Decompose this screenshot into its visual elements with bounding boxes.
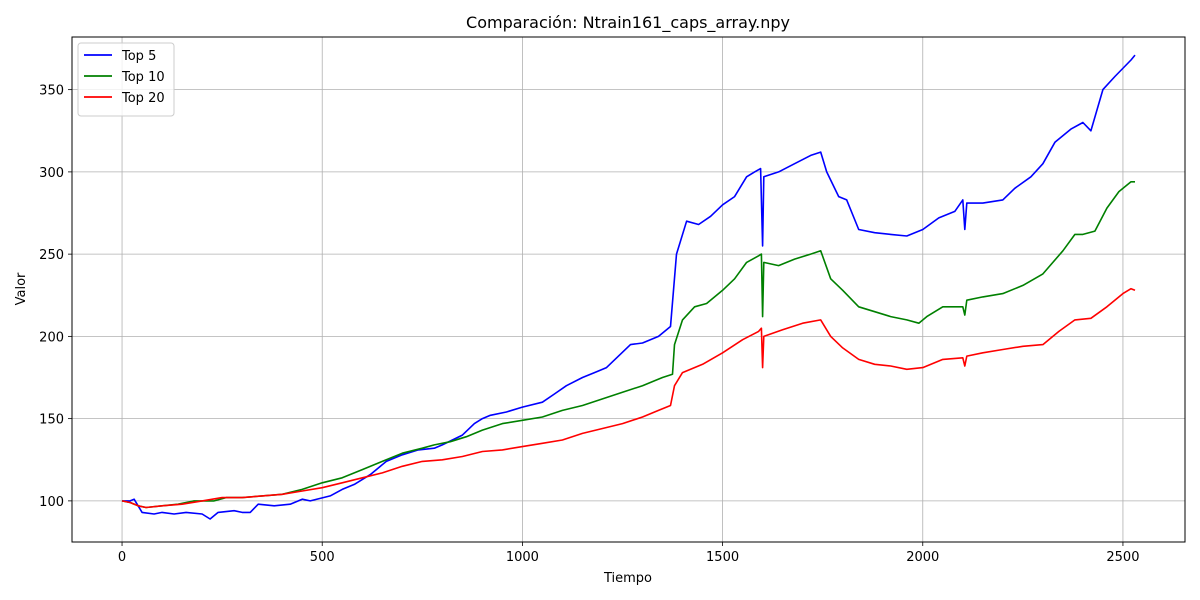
legend-label: Top 20 xyxy=(121,91,165,106)
x-tick-label: 1000 xyxy=(506,550,539,565)
x-tick-label: 500 xyxy=(310,550,335,565)
x-tick-label: 2000 xyxy=(906,550,939,565)
y-tick-label: 250 xyxy=(39,248,64,263)
y-tick-label: 350 xyxy=(39,84,64,99)
axis-ticks: 0 500 1000 1500 2000 2500 100 150 200 250 300 350 xyxy=(39,84,1139,565)
x-tick-label: 0 xyxy=(118,550,126,565)
series-line-top-10 xyxy=(121,181,1135,509)
plot-frame xyxy=(71,36,1186,543)
legend: Top 5 Top 10 Top 20 xyxy=(77,42,175,117)
x-tick-label: 1500 xyxy=(706,550,739,565)
y-tick-label: 150 xyxy=(39,413,64,428)
grid xyxy=(72,37,1185,542)
y-tick-label: 100 xyxy=(39,495,64,510)
y-tick-label: 200 xyxy=(39,330,64,345)
series-lines xyxy=(121,54,1136,520)
series-line-top-20 xyxy=(121,287,1136,509)
series-line-top-5 xyxy=(122,54,1136,520)
chart-title: Comparación: Ntrain161_caps_array.npy xyxy=(466,13,790,33)
x-axis-label: Tiempo xyxy=(603,571,652,586)
y-axis-label: Valor xyxy=(14,272,29,305)
y-tick-label: 300 xyxy=(39,166,64,181)
x-tick-label: 2500 xyxy=(1106,550,1139,565)
legend-label: Top 5 xyxy=(121,49,156,64)
legend-label: Top 10 xyxy=(121,70,165,85)
